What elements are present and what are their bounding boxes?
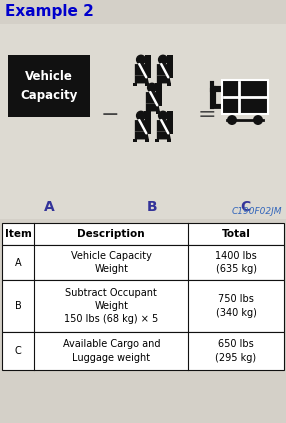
Bar bbox=[2, 245, 284, 280]
Bar bbox=[155, 83, 160, 86]
Polygon shape bbox=[157, 132, 171, 140]
Circle shape bbox=[227, 115, 237, 125]
Polygon shape bbox=[135, 64, 147, 76]
Bar bbox=[144, 140, 149, 142]
Bar bbox=[144, 83, 149, 86]
Text: A: A bbox=[15, 258, 21, 267]
Bar bbox=[133, 83, 138, 86]
Bar bbox=[155, 140, 160, 142]
Text: Subtract Occupant
Weight
150 lbs (68 kg) × 5: Subtract Occupant Weight 150 lbs (68 kg)… bbox=[64, 288, 158, 324]
Polygon shape bbox=[135, 120, 147, 132]
Bar bbox=[166, 140, 171, 142]
Circle shape bbox=[148, 83, 156, 92]
Circle shape bbox=[253, 115, 263, 125]
Circle shape bbox=[159, 55, 167, 64]
Text: Vehicle
Capacity: Vehicle Capacity bbox=[20, 71, 78, 102]
Text: =: = bbox=[198, 105, 216, 125]
Text: Total: Total bbox=[222, 229, 251, 239]
Text: B: B bbox=[15, 301, 21, 311]
Circle shape bbox=[137, 111, 145, 120]
Polygon shape bbox=[157, 120, 169, 132]
Text: A: A bbox=[44, 200, 54, 214]
Text: C190F02JM: C190F02JM bbox=[231, 207, 282, 216]
Text: C: C bbox=[15, 346, 21, 356]
Bar bbox=[167, 55, 173, 78]
Polygon shape bbox=[157, 76, 171, 83]
Bar bbox=[222, 80, 268, 114]
Polygon shape bbox=[146, 104, 160, 111]
Bar bbox=[0, 24, 286, 219]
Bar bbox=[167, 111, 173, 134]
Circle shape bbox=[137, 55, 145, 64]
Bar bbox=[2, 332, 284, 370]
Text: Vehicle Capacity
Weight: Vehicle Capacity Weight bbox=[71, 251, 152, 274]
Bar bbox=[156, 111, 160, 114]
Bar bbox=[145, 111, 151, 134]
Text: 1400 lbs
(635 kg): 1400 lbs (635 kg) bbox=[215, 251, 257, 274]
Bar bbox=[166, 83, 171, 86]
Bar bbox=[133, 140, 138, 142]
Text: −: − bbox=[101, 105, 119, 125]
Bar bbox=[156, 83, 162, 106]
Text: Item: Item bbox=[5, 229, 32, 239]
Bar bbox=[2, 223, 284, 245]
Bar bbox=[2, 280, 284, 332]
Text: Available Cargo and
Luggage weight: Available Cargo and Luggage weight bbox=[63, 339, 160, 363]
Text: C: C bbox=[240, 200, 250, 214]
Bar bbox=[8, 55, 90, 117]
Bar bbox=[144, 111, 148, 114]
Text: Example 2: Example 2 bbox=[5, 4, 94, 19]
Polygon shape bbox=[146, 92, 158, 104]
Polygon shape bbox=[157, 64, 169, 76]
Text: 650 lbs
(295 kg): 650 lbs (295 kg) bbox=[215, 339, 257, 363]
Text: Description: Description bbox=[78, 229, 145, 239]
Bar bbox=[145, 55, 151, 78]
Text: 750 lbs
(340 kg): 750 lbs (340 kg) bbox=[216, 294, 257, 318]
Polygon shape bbox=[135, 76, 149, 83]
Text: B: B bbox=[147, 200, 157, 214]
Circle shape bbox=[159, 111, 167, 120]
Bar bbox=[222, 80, 268, 114]
Polygon shape bbox=[135, 132, 149, 140]
